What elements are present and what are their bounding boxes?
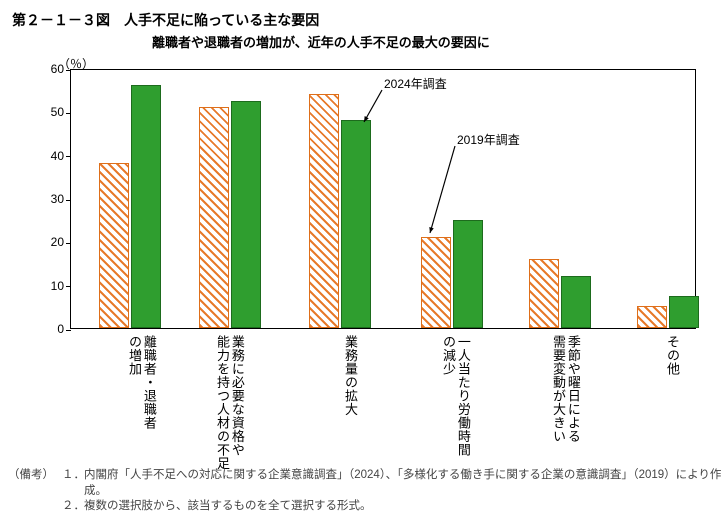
category-label: その他 bbox=[664, 335, 679, 376]
bar-s2019 bbox=[199, 107, 229, 328]
y-tick-label: 10 bbox=[24, 280, 70, 292]
note-number: １． bbox=[62, 468, 84, 499]
bar-group bbox=[413, 70, 493, 328]
y-tick-label: 60 bbox=[24, 63, 70, 75]
bar-group bbox=[521, 70, 601, 328]
bar-s2024 bbox=[453, 220, 483, 328]
bar-s2019 bbox=[637, 306, 667, 328]
category-labels: 離職者・退職者 の増加業務に必要な資格や 能力を持つ人材の不足業務量の拡大一人当… bbox=[70, 335, 696, 465]
figure-subtitle: 離職者や退職者の増加が、近年の人手不足の最大の要因に bbox=[12, 32, 716, 51]
bar-s2024 bbox=[131, 85, 161, 328]
category-label: 季節や曜日による 需要変動が大きい bbox=[550, 335, 580, 443]
bar-group bbox=[629, 70, 709, 328]
bar-group bbox=[191, 70, 271, 328]
bar-s2024 bbox=[669, 296, 699, 329]
y-tick-label: 0 bbox=[24, 323, 70, 335]
notes-head: （備考） bbox=[8, 468, 62, 499]
category-label: 離職者・退職者 の増加 bbox=[126, 335, 156, 430]
note-number: ２． bbox=[62, 499, 84, 515]
bar-s2019 bbox=[421, 237, 451, 328]
bar-s2019 bbox=[309, 94, 339, 328]
category-label: 一人当たり労働時間 の減少 bbox=[440, 335, 470, 457]
bar-s2019 bbox=[99, 163, 129, 328]
bar-s2024 bbox=[341, 120, 371, 328]
note-text: 内閣府「人手不足への対応に関する企業意識調査」（2024）、「多様化する働き手に… bbox=[84, 468, 724, 499]
category-label: 業務に必要な資格や 能力を持つ人材の不足 bbox=[214, 335, 244, 470]
chart-area: （％） 0102030405060 2024年調査2019年調査 離職者・退職者… bbox=[14, 55, 714, 445]
y-tick-label: 20 bbox=[24, 236, 70, 248]
bar-s2019 bbox=[529, 259, 559, 328]
bar-group bbox=[301, 70, 381, 328]
y-tick-mark bbox=[66, 330, 71, 331]
bar-s2024 bbox=[231, 101, 261, 329]
y-axis: 0102030405060 bbox=[24, 69, 70, 329]
bar-s2024 bbox=[561, 276, 591, 328]
bar-group bbox=[91, 70, 171, 328]
y-tick-label: 40 bbox=[24, 150, 70, 162]
y-tick-label: 30 bbox=[24, 193, 70, 205]
figure-caption: 第２－１－３図 人手不足に陥っている主な要因 bbox=[12, 10, 716, 30]
category-label: 業務量の拡大 bbox=[342, 335, 357, 416]
note-text: 複数の選択肢から、該当するものを全て選択する形式。 bbox=[84, 499, 372, 515]
footnotes: （備考） １． 内閣府「人手不足への対応に関する企業意識調査」（2024）、「多… bbox=[8, 468, 724, 515]
plot-area: 2024年調査2019年調査 bbox=[70, 69, 696, 329]
y-tick-label: 50 bbox=[24, 106, 70, 118]
